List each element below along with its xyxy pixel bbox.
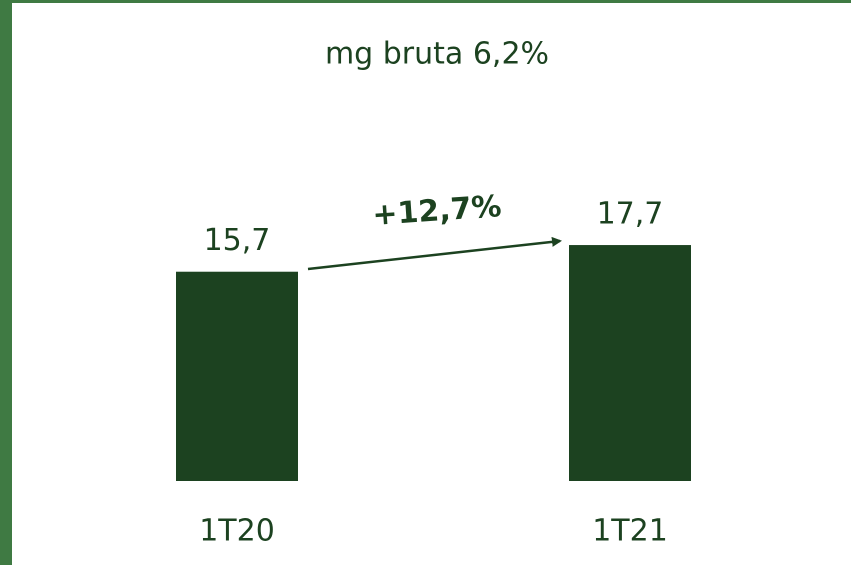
bar — [176, 271, 298, 481]
x-tick-label: 1T21 — [592, 514, 668, 549]
value-label: 15,7 — [204, 223, 271, 258]
frame-left — [0, 0, 12, 565]
frame-top — [0, 0, 851, 3]
growth-arrow — [307, 236, 562, 271]
chart-title: mg bruta 6,2% — [325, 37, 549, 72]
value-label: 17,7 — [597, 197, 664, 232]
bar — [569, 245, 691, 481]
x-tick-label: 1T20 — [199, 514, 275, 549]
